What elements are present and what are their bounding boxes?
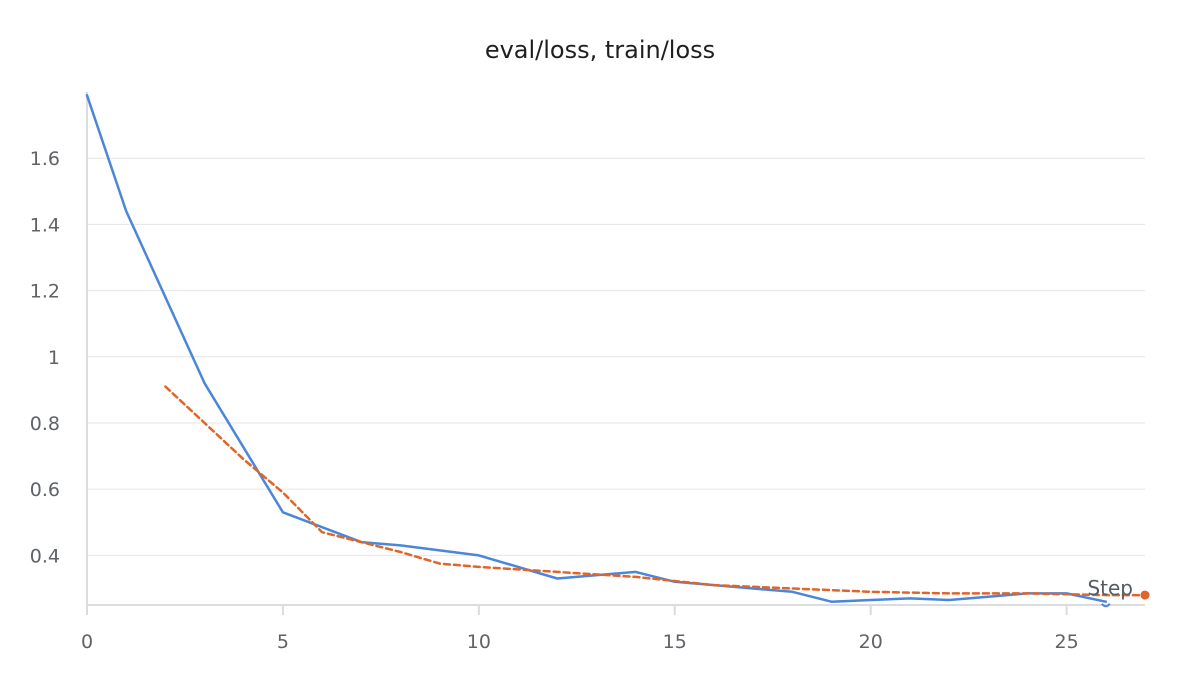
x-tick-label: 15 xyxy=(663,631,687,653)
series-layer xyxy=(85,94,1150,608)
x-tick-label: 25 xyxy=(1055,631,1079,653)
y-tick-label: 1.4 xyxy=(30,214,60,236)
x-tick-label: 20 xyxy=(859,631,883,653)
x-axis-label: Step xyxy=(1087,576,1133,600)
y-tick-label: 1.2 xyxy=(30,281,60,303)
y-tick-label: 1 xyxy=(48,347,60,369)
series-end-point xyxy=(1140,590,1150,600)
series-line-train-loss xyxy=(85,94,1108,603)
chart-title: eval/loss, train/loss xyxy=(484,36,716,64)
tick-labels: 0.4 0.6 0.8 1 1.2 1.4 1.6 0 5 10 15 20 25 Step xyxy=(30,148,1133,653)
y-tick-label: 1.6 xyxy=(30,148,60,170)
x-tick-label: 0 xyxy=(81,631,93,653)
x-tick-label: 5 xyxy=(277,631,289,653)
series-line-eval-loss xyxy=(164,385,1147,597)
y-tick-label: 0.6 xyxy=(30,479,60,501)
y-tick-label: 0.8 xyxy=(30,413,60,435)
axes xyxy=(86,92,1145,615)
series-end-point xyxy=(1101,603,1111,608)
x-tick-label: 10 xyxy=(467,631,491,653)
y-tick-label: 0.4 xyxy=(30,545,60,567)
grid-lines xyxy=(87,157,1145,556)
